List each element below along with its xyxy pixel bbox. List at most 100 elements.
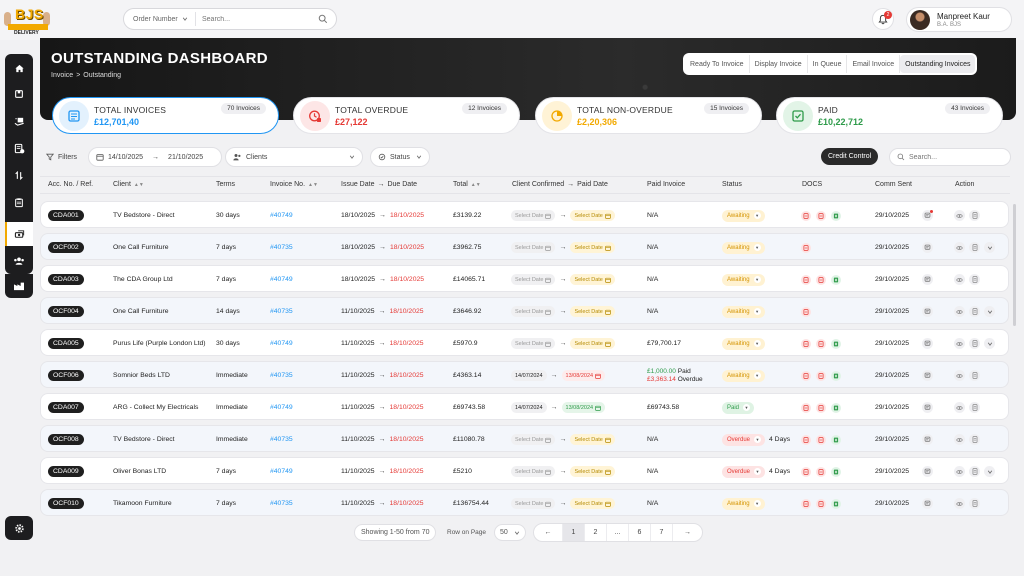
pdf-download-button[interactable]: [801, 306, 811, 317]
page-button[interactable]: 2: [585, 524, 607, 541]
company-logo[interactable]: BJS DELIVERY: [4, 2, 50, 36]
col-paid-invoice[interactable]: Paid Invoice: [647, 181, 685, 188]
credit-control-button[interactable]: Credit Control: [821, 148, 879, 165]
status-dropdown[interactable]: Overdue ▼: [722, 465, 766, 478]
send-comm-button[interactable]: [922, 242, 933, 253]
pdf-download-button[interactable]: [816, 210, 826, 221]
table-row[interactable]: CDA005 Purus Life (Purple London Ltd) 30…: [40, 329, 1009, 356]
pdf-download-button[interactable]: [801, 498, 811, 509]
breadcrumb-invoice[interactable]: Invoice: [51, 72, 74, 79]
status-dropdown[interactable]: Awaiting ▼: [722, 241, 765, 254]
status-dropdown[interactable]: Awaiting ▼: [722, 337, 765, 350]
filters-toggle[interactable]: Filters: [40, 147, 84, 167]
view-button[interactable]: [954, 242, 965, 253]
notifications-button[interactable]: 2: [872, 8, 894, 30]
send-comm-button[interactable]: [922, 434, 933, 445]
paid-date-picker[interactable]: Select Date: [570, 466, 615, 477]
sidebar-item-outstanding[interactable]: [5, 222, 33, 246]
table-row[interactable]: OCF008 TV Bedstore - Direct Immediate #4…: [40, 425, 1009, 452]
sidebar-item-home[interactable]: [5, 56, 33, 80]
status-dropdown[interactable]: Awaiting ▼: [722, 209, 765, 222]
account-badge[interactable]: OCF004: [48, 306, 84, 317]
invoice-link[interactable]: #40735: [270, 436, 293, 443]
expand-row-button[interactable]: [984, 242, 995, 253]
view-button[interactable]: [954, 434, 965, 445]
col-comm-sent[interactable]: Comm Sent: [875, 181, 912, 188]
pdf-download-button[interactable]: [801, 434, 811, 445]
edit-document-button[interactable]: [969, 466, 980, 477]
account-badge[interactable]: OCF006: [48, 370, 84, 381]
paid-date-picker[interactable]: Select Date: [570, 242, 615, 253]
invoice-link[interactable]: #40749: [270, 276, 293, 283]
excel-download-button[interactable]: [831, 210, 841, 221]
excel-download-button[interactable]: [831, 434, 841, 445]
paid-date-picker[interactable]: Select Date: [570, 434, 615, 445]
edit-document-button[interactable]: [969, 306, 980, 317]
pdf-download-button[interactable]: [816, 466, 826, 477]
account-badge[interactable]: CDA007: [48, 402, 84, 413]
paid-date-picker[interactable]: Select Date: [570, 338, 615, 349]
page-button[interactable]: 1: [563, 524, 585, 541]
order-search-input[interactable]: [202, 15, 312, 23]
edit-document-button[interactable]: [969, 402, 980, 413]
invoice-link[interactable]: #40735: [270, 372, 293, 379]
card-total-non-overdue[interactable]: TOTAL NON-OVERDUE £2,20,306 15 Invoices: [535, 97, 762, 134]
invoice-link[interactable]: #40749: [270, 212, 293, 219]
view-button[interactable]: [954, 402, 965, 413]
sidebar-item-orders[interactable]: [5, 82, 33, 106]
status-dropdown[interactable]: Paid ▼: [722, 401, 755, 414]
pdf-download-button[interactable]: [801, 210, 811, 221]
col-invoice-no[interactable]: Invoice No. ▲▼: [270, 181, 318, 188]
paid-date-picker[interactable]: Select Date: [570, 498, 615, 509]
edit-document-button[interactable]: [969, 274, 980, 285]
table-row[interactable]: CDA007 ARG - Collect My Electricals Imme…: [40, 393, 1009, 420]
client-confirmed-picker[interactable]: Select Date: [511, 210, 556, 221]
col-client-confirmed[interactable]: Client Confirmed → Paid Date: [512, 181, 608, 188]
send-comm-button[interactable]: [922, 466, 933, 477]
send-comm-button[interactable]: [922, 274, 933, 285]
send-comm-button[interactable]: [922, 370, 933, 381]
edit-document-button[interactable]: [969, 498, 980, 509]
excel-download-button[interactable]: [831, 466, 841, 477]
col-status[interactable]: Status: [722, 181, 742, 188]
tab-ready-to-invoice[interactable]: Ready To Invoice: [685, 55, 750, 73]
pdf-download-button[interactable]: [816, 338, 826, 349]
client-confirmed-picker[interactable]: Select Date: [511, 434, 556, 445]
client-confirmed-picker[interactable]: Select Date: [511, 466, 556, 477]
card-total-invoices[interactable]: TOTAL INVOICES £12,701,40 70 Invoices: [52, 97, 279, 134]
expand-row-button[interactable]: [984, 338, 995, 349]
pdf-download-button[interactable]: [801, 402, 811, 413]
user-profile-menu[interactable]: Manpreet Kaur B.A. BJS: [906, 7, 1012, 32]
account-badge[interactable]: OCF002: [48, 242, 84, 253]
expand-row-button[interactable]: [984, 306, 995, 317]
pdf-download-button[interactable]: [816, 274, 826, 285]
sidebar-item-transfers[interactable]: [5, 163, 33, 187]
table-row[interactable]: CDA001 TV Bedstore - Direct 30 days #407…: [40, 201, 1009, 228]
account-badge[interactable]: CDA009: [48, 466, 84, 477]
col-terms[interactable]: Terms: [216, 181, 235, 188]
table-row[interactable]: OCF004 One Call Furniture 14 days #40735…: [40, 297, 1009, 324]
view-button[interactable]: [954, 498, 965, 509]
clients-select[interactable]: Clients: [225, 147, 363, 167]
pdf-download-button[interactable]: [801, 466, 811, 477]
account-badge[interactable]: OCF008: [48, 434, 84, 445]
paid-date[interactable]: 13/08/2024: [561, 370, 606, 381]
client-confirmed-date[interactable]: 14/07/2024: [511, 402, 547, 413]
order-number-select[interactable]: Order Number: [124, 12, 196, 26]
view-button[interactable]: [954, 274, 965, 285]
page-button[interactable]: 6: [629, 524, 651, 541]
page-next-button[interactable]: →: [684, 529, 691, 536]
client-confirmed-picker[interactable]: Select Date: [511, 242, 556, 253]
tab-in-queue[interactable]: In Queue: [808, 55, 848, 73]
col-client[interactable]: Client ▲▼: [113, 181, 144, 188]
table-row[interactable]: OCF006 Somnior Beds LTD Immediate #40735…: [40, 361, 1009, 388]
account-badge[interactable]: CDA005: [48, 338, 84, 349]
view-button[interactable]: [954, 306, 965, 317]
pdf-download-button[interactable]: [816, 434, 826, 445]
table-row[interactable]: OCF002 One Call Furniture 7 days #40735 …: [40, 233, 1009, 260]
edit-document-button[interactable]: [969, 210, 980, 221]
send-comm-button[interactable]: [922, 402, 933, 413]
account-badge[interactable]: OCF010: [48, 498, 84, 509]
excel-download-button[interactable]: [831, 498, 841, 509]
excel-download-button[interactable]: [831, 402, 841, 413]
